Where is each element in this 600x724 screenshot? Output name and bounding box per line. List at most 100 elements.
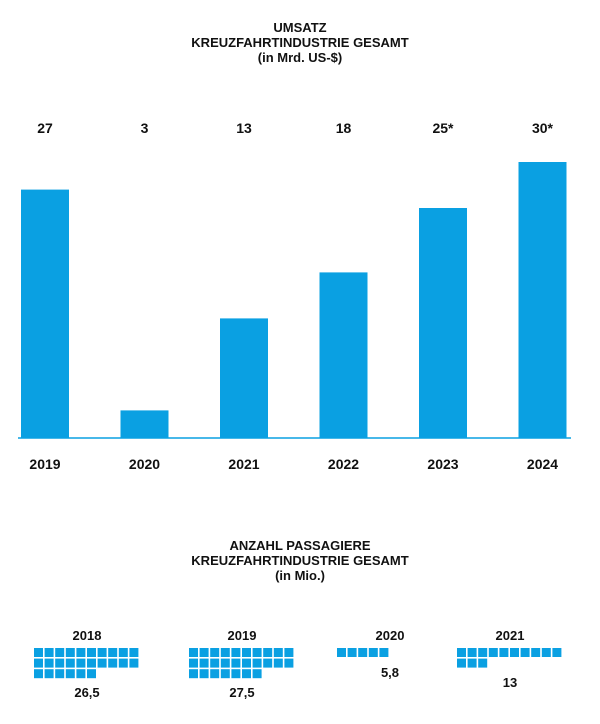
passenger-square-2018 (118, 658, 128, 668)
x-tick-2019: 2019 (29, 456, 60, 472)
passenger-square-2018 (34, 658, 43, 668)
passenger-square-2018 (118, 648, 128, 657)
passenger-square-2018 (129, 658, 139, 668)
passenger-square-2021 (467, 658, 477, 668)
passenger-square-2018 (65, 669, 75, 679)
revenue-title-line2: KREUZFAHRTINDUSTRIE GESAMT (191, 35, 409, 50)
passenger-square-2021 (552, 648, 562, 657)
passenger-square-2021 (510, 648, 519, 657)
passengers-title-line1: ANZAHL PASSAGIERE (229, 538, 371, 553)
passenger-square-2018 (87, 669, 96, 679)
passenger-square-2021 (541, 648, 551, 657)
x-tick-2020: 2020 (129, 456, 160, 472)
passenger-square-2021 (467, 648, 477, 657)
passenger-square-2019 (284, 648, 294, 657)
value-label-2024: 30* (532, 120, 554, 136)
passenger-square-2018 (65, 648, 75, 657)
passenger-square-2019 (199, 669, 209, 679)
passenger-square-2020 (379, 648, 389, 657)
passenger-value-2018: 26,5 (74, 685, 99, 700)
passenger-square-2018 (44, 658, 54, 668)
passengers-title-line3: (in Mio.) (275, 568, 325, 583)
passenger-square-2021 (457, 648, 466, 657)
passenger-square-2019 (231, 669, 241, 679)
passenger-square-2018 (76, 669, 86, 679)
passenger-square-2021 (457, 658, 466, 668)
passenger-square-2019 (284, 658, 294, 668)
passenger-square-2019 (273, 648, 283, 657)
passenger-square-2018 (87, 648, 96, 657)
passenger-square-2019 (242, 648, 251, 657)
passenger-square-2019 (231, 658, 241, 668)
passenger-square-2021 (531, 648, 541, 657)
passenger-square-2018 (44, 669, 54, 679)
passenger-square-2018 (108, 648, 118, 657)
passenger-square-2019 (210, 658, 220, 668)
passenger-square-2018 (97, 658, 107, 668)
passenger-square-2020 (358, 648, 368, 657)
passengers-title: ANZAHL PASSAGIERE KREUZFAHRTINDUSTRIE GE… (0, 538, 600, 583)
passenger-square-2019 (220, 648, 230, 657)
revenue-title-line1: UMSATZ (273, 20, 327, 35)
passenger-square-2018 (97, 648, 107, 657)
passenger-square-2019 (263, 658, 273, 668)
passenger-square-2018 (65, 658, 75, 668)
value-label-2019: 27 (37, 120, 53, 136)
passenger-square-2018 (34, 648, 43, 657)
passenger-square-2020 (337, 648, 346, 657)
passenger-square-2019 (220, 669, 230, 679)
passenger-square-2018 (44, 648, 54, 657)
bar-2024 (518, 162, 567, 438)
passenger-square-2019 (210, 669, 220, 679)
passenger-square-2018 (108, 658, 118, 668)
passenger-year-2020: 2020 (376, 628, 405, 643)
bar-2019 (21, 189, 69, 438)
revenue-title-line3: (in Mrd. US-$) (257, 50, 343, 65)
passenger-square-2021 (478, 648, 488, 657)
passenger-square-2021 (478, 658, 488, 668)
passenger-square-2019 (210, 648, 220, 657)
bar-2023 (419, 208, 467, 438)
passenger-square-2018 (55, 648, 65, 657)
value-label-2023: 25* (432, 120, 454, 136)
passenger-year-2019: 2019 (228, 628, 257, 643)
passenger-square-2019 (199, 658, 209, 668)
passenger-square-2019 (189, 648, 198, 657)
passenger-square-2019 (252, 648, 262, 657)
passenger-square-2019 (263, 648, 273, 657)
passenger-square-2018 (76, 658, 86, 668)
passenger-square-2019 (189, 669, 198, 679)
value-label-2021: 13 (236, 120, 252, 136)
bar-2020 (120, 410, 169, 438)
passenger-square-2020 (347, 648, 357, 657)
bar-2021 (220, 318, 268, 438)
x-tick-2024: 2024 (527, 456, 558, 472)
passenger-square-2021 (520, 648, 530, 657)
x-tick-2023: 2023 (427, 456, 458, 472)
passenger-square-2021 (488, 648, 498, 657)
passenger-year-2021: 2021 (496, 628, 525, 643)
passengers-title-line2: KREUZFAHRTINDUSTRIE GESAMT (191, 553, 409, 568)
passenger-square-2019 (189, 658, 198, 668)
passenger-value-2019: 27,5 (229, 685, 254, 700)
revenue-title: UMSATZ KREUZFAHRTINDUSTRIE GESAMT (in Mr… (0, 20, 600, 65)
x-tick-2021: 2021 (228, 456, 259, 472)
passenger-square-2019 (220, 658, 230, 668)
value-label-2020: 3 (141, 120, 149, 136)
passenger-value-2020: 5,8 (381, 665, 399, 680)
passenger-square-2019 (242, 669, 251, 679)
passenger-square-2019 (242, 658, 251, 668)
passenger-square-2019 (199, 648, 209, 657)
x-tick-2022: 2022 (328, 456, 359, 472)
passenger-value-2021: 13 (503, 675, 517, 690)
passenger-square-2018 (87, 658, 96, 668)
passenger-square-2018 (76, 648, 86, 657)
passenger-square-2019 (231, 648, 241, 657)
passenger-square-2019 (252, 658, 262, 668)
passenger-square-2019 (273, 658, 283, 668)
bar-2022 (319, 272, 368, 438)
passenger-square-2018 (55, 669, 65, 679)
value-label-2022: 18 (336, 120, 352, 136)
passenger-square-2018 (34, 669, 43, 679)
